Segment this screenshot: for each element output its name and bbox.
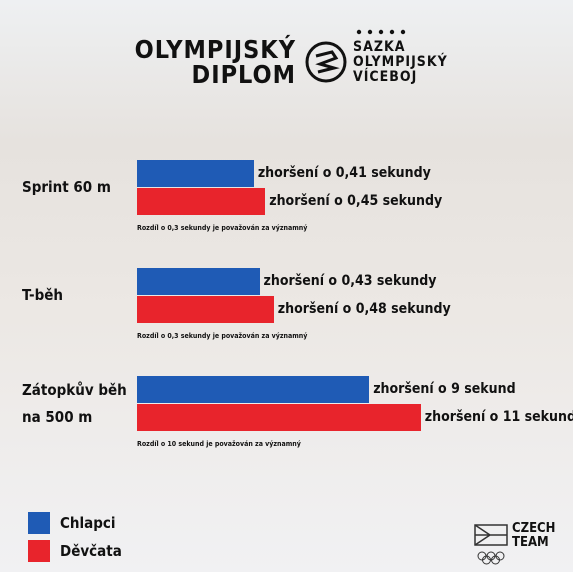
bar xyxy=(137,376,370,403)
value-label: zhoršení o 9 sekund xyxy=(373,381,516,397)
title-line: DIPLOM xyxy=(191,60,296,89)
legend-label: Děvčata xyxy=(60,542,122,560)
bar xyxy=(137,404,421,431)
group-title: Sprint 60 m xyxy=(22,178,111,196)
legend-swatch xyxy=(28,512,50,534)
logo-icon xyxy=(305,41,347,83)
legend-swatch xyxy=(28,540,50,562)
note: Rozdíl o 10 sekund je považován za význa… xyxy=(137,440,301,448)
logo-text: CZECH xyxy=(512,521,556,536)
value-label: zhoršení o 0,48 sekundy xyxy=(277,301,451,317)
value-label: zhoršení o 0,45 sekundy xyxy=(269,193,443,209)
legend-label: Chlapci xyxy=(60,514,116,532)
value-label: zhoršení o 0,43 sekundy xyxy=(263,273,437,289)
bar xyxy=(137,296,274,323)
brand-line: OLYMPIJSKÝ xyxy=(353,54,448,70)
brand-line: VÍCEBOJ xyxy=(353,69,418,85)
bar xyxy=(137,160,254,187)
group-title: T-běh xyxy=(22,286,64,304)
bar xyxy=(137,268,260,295)
value-label: zhoršení o 0,41 sekundy xyxy=(257,165,431,181)
bar xyxy=(137,188,266,215)
title-line: OLYMPIJSKÝ xyxy=(134,35,296,64)
brand-line: SAZKA xyxy=(353,39,406,55)
group-title: Zátopkův běh na 500 m xyxy=(22,380,127,426)
note: Rozdíl o 0,3 sekundy je považován za výz… xyxy=(137,332,308,340)
value-label: zhoršení o 11 sekund xyxy=(424,409,573,425)
logo-text: TEAM xyxy=(512,535,549,550)
logo-dots xyxy=(356,29,406,35)
flag-icon xyxy=(474,524,508,565)
note: Rozdíl o 0,3 sekundy je považován za výz… xyxy=(137,224,308,232)
